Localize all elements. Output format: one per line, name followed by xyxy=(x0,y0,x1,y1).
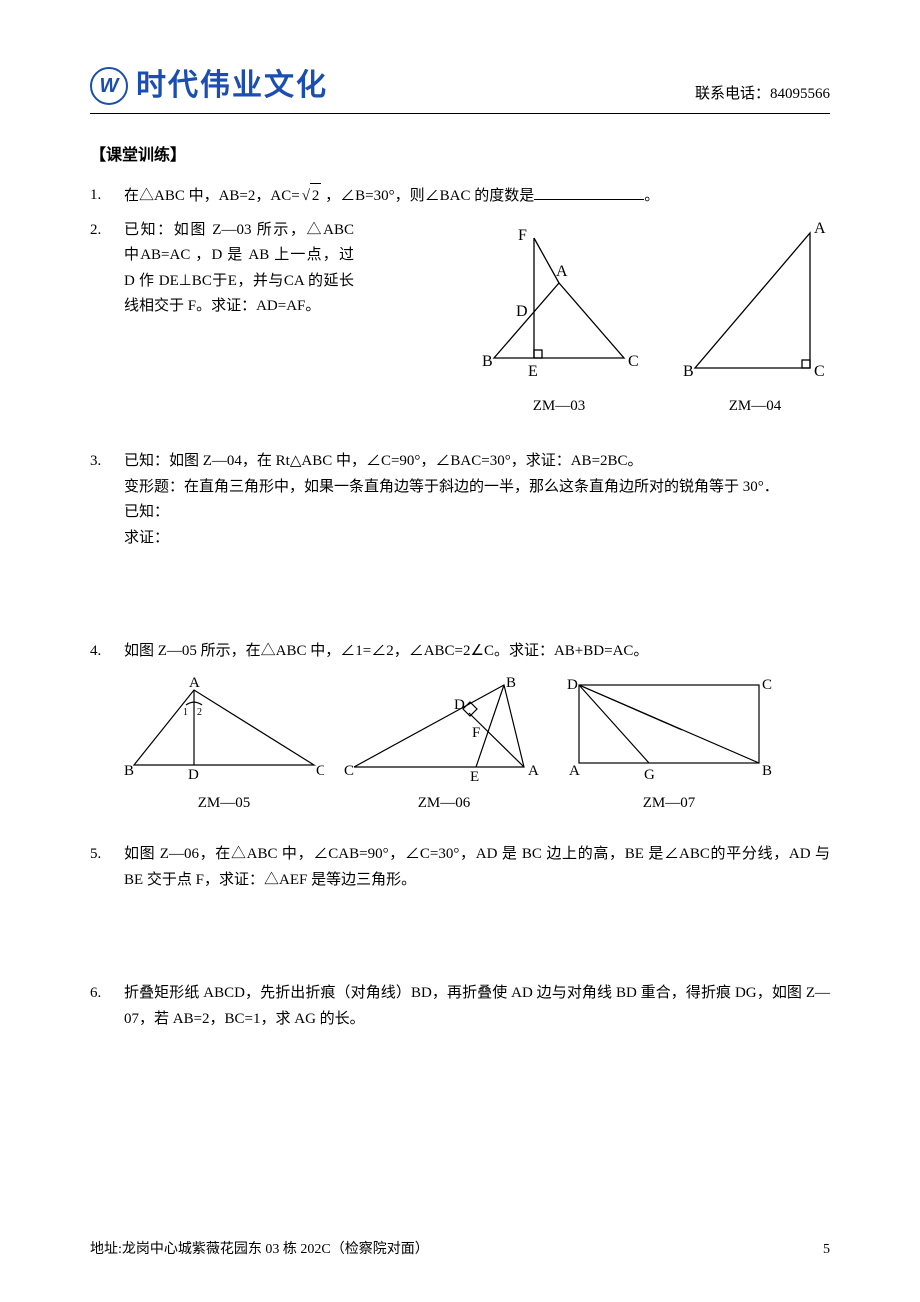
svg-text:B: B xyxy=(683,363,694,380)
text: 在△ABC 中，AB=2，AC= xyxy=(124,188,300,204)
figure-zm04: A B C ZM—04 xyxy=(680,218,830,420)
footer-address: 地址:龙岗中心城紫薇花园东 03 栋 202C（检察院对面） xyxy=(90,1238,429,1262)
svg-text:A: A xyxy=(528,763,539,779)
text: 已知： xyxy=(124,500,830,526)
svg-text:D: D xyxy=(454,697,465,713)
problem-body: 已知：如图 Z—03 所示，△ABC 中AB=AC ，D 是 AB 上一点，过 … xyxy=(124,218,830,420)
problem-4: 4. 如图 Z—05 所示，在△ABC 中，∠1=∠2，∠ABC=2∠C。求证：… xyxy=(90,639,830,834)
text: 。 xyxy=(644,188,659,204)
problem-number: 6. xyxy=(90,981,124,1032)
problem-body: 如图 Z—06，在△ABC 中，∠CAB=90°，∠C=30°，AD 是 BC … xyxy=(124,842,830,973)
svg-text:A: A xyxy=(814,220,826,237)
problem-5: 5. 如图 Z—06，在△ABC 中，∠CAB=90°，∠C=30°，AD 是 … xyxy=(90,842,830,973)
logo-text: 时代伟业文化 xyxy=(136,60,328,111)
svg-text:A: A xyxy=(556,263,568,280)
svg-text:C: C xyxy=(344,763,354,779)
problem-number: 1. xyxy=(90,183,124,210)
svg-text:D: D xyxy=(516,303,528,320)
svg-text:1: 1 xyxy=(183,707,188,718)
figure-label: ZM—06 xyxy=(344,791,544,817)
section-title: 【课堂训练】 xyxy=(90,142,830,169)
page-number: 5 xyxy=(823,1238,830,1262)
problem-number: 5. xyxy=(90,842,124,973)
figure-zm07: A B C D G ZM—07 xyxy=(564,675,774,817)
svg-text:F: F xyxy=(518,227,527,244)
work-space xyxy=(124,551,830,631)
figure-zm05: A B C D 1 2 ZM—05 xyxy=(124,675,324,817)
svg-text:A: A xyxy=(569,763,580,779)
figure-label: ZM—04 xyxy=(680,394,830,420)
fill-blank[interactable] xyxy=(534,184,644,200)
phone-label: 联系电话： xyxy=(695,86,770,102)
figure-zm03: A B C D E F ZM—03 xyxy=(464,218,654,420)
sqrt-icon: 2 xyxy=(300,183,322,210)
svg-text:E: E xyxy=(528,363,538,380)
svg-text:C: C xyxy=(628,353,639,370)
text: 变形题：在直角三角形中，如果一条直角边等于斜边的一半，那么这条直角边所对的锐角等… xyxy=(124,475,830,501)
figure-label: ZM—05 xyxy=(124,791,324,817)
figure-group: A B C D E F ZM—03 xyxy=(364,218,830,420)
sqrt-radicand: 2 xyxy=(310,183,322,210)
phone-number: 84095566 xyxy=(770,86,830,102)
text: 如图 Z—05 所示，在△ABC 中，∠1=∠2，∠ABC=2∠C。求证：AB+… xyxy=(124,639,830,665)
page: W 时代伟业文化 联系电话：84095566 【课堂训练】 1. 在△ABC 中… xyxy=(0,0,920,1302)
text: 已知：如图 Z—04，在 Rt△ABC 中，∠C=90°，∠BAC=30°，求证… xyxy=(124,449,830,475)
problem-list: 1. 在△ABC 中，AB=2，AC= 2 ，∠B=30°，则∠BAC 的度数是 。… xyxy=(90,183,830,1032)
figure-label: ZM—03 xyxy=(464,394,654,420)
logo-icon: W xyxy=(90,67,128,105)
svg-text:C: C xyxy=(316,763,324,779)
problem-body: 如图 Z—05 所示，在△ABC 中，∠1=∠2，∠ABC=2∠C。求证：AB+… xyxy=(124,639,830,834)
header: W 时代伟业文化 联系电话：84095566 xyxy=(90,60,830,114)
svg-text:B: B xyxy=(124,763,134,779)
svg-text:B: B xyxy=(482,353,493,370)
contact-phone: 联系电话：84095566 xyxy=(695,82,830,112)
figure-group: A B C D 1 2 ZM—05 xyxy=(124,675,830,817)
problem-number: 4. xyxy=(90,639,124,834)
text: 已知：如图 Z—03 所示，△ABC 中AB=AC ，D 是 AB 上一点，过 … xyxy=(124,218,354,320)
problem-number: 3. xyxy=(90,449,124,631)
footer: 地址:龙岗中心城紫薇花园东 03 栋 202C（检察院对面） 5 xyxy=(90,1238,830,1262)
problem-body: 在△ABC 中，AB=2，AC= 2 ，∠B=30°，则∠BAC 的度数是 。 xyxy=(124,183,830,210)
text: 如图 Z—06，在△ABC 中，∠CAB=90°，∠C=30°，AD 是 BC … xyxy=(124,846,830,888)
svg-text:B: B xyxy=(506,675,516,691)
svg-text:E: E xyxy=(470,769,479,785)
problem-1: 1. 在△ABC 中，AB=2，AC= 2 ，∠B=30°，则∠BAC 的度数是 。 xyxy=(90,183,830,210)
figure-label: ZM—07 xyxy=(564,791,774,817)
text: 折叠矩形纸 ABCD，先折出折痕（对角线）BD，再折叠使 AD 边与对角线 BD… xyxy=(124,985,830,1027)
problem-number: 2. xyxy=(90,218,124,420)
svg-text:C: C xyxy=(762,677,772,693)
text: ，∠B=30°，则∠BAC 的度数是 xyxy=(321,188,534,204)
svg-text:2: 2 xyxy=(197,707,202,718)
svg-text:F: F xyxy=(472,725,480,741)
problem-6: 6. 折叠矩形纸 ABCD，先折出折痕（对角线）BD，再折叠使 AD 边与对角线… xyxy=(90,981,830,1032)
svg-text:B: B xyxy=(762,763,772,779)
svg-text:A: A xyxy=(189,675,200,691)
work-space xyxy=(124,893,830,973)
svg-text:G: G xyxy=(644,767,655,783)
problem-3: 3. 已知：如图 Z—04，在 Rt△ABC 中，∠C=90°，∠BAC=30°… xyxy=(90,449,830,631)
logo-block: W 时代伟业文化 xyxy=(90,60,328,111)
figure-zm06: A B C D E F ZM—06 xyxy=(344,675,544,817)
svg-text:C: C xyxy=(814,363,825,380)
svg-text:D: D xyxy=(567,677,578,693)
text: 求证： xyxy=(124,526,830,552)
problem-body: 折叠矩形纸 ABCD，先折出折痕（对角线）BD，再折叠使 AD 边与对角线 BD… xyxy=(124,981,830,1032)
problem-2: 2. 已知：如图 Z—03 所示，△ABC 中AB=AC ，D 是 AB 上一点… xyxy=(90,218,830,420)
svg-text:D: D xyxy=(188,767,199,783)
problem-body: 已知：如图 Z—04，在 Rt△ABC 中，∠C=90°，∠BAC=30°，求证… xyxy=(124,449,830,631)
